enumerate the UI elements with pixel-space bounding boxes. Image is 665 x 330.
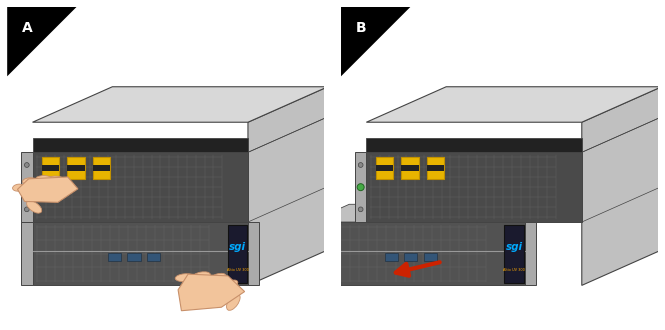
Polygon shape (298, 222, 309, 285)
Polygon shape (227, 224, 247, 283)
Polygon shape (525, 222, 536, 285)
Polygon shape (178, 274, 245, 311)
Ellipse shape (225, 280, 238, 289)
Ellipse shape (23, 178, 38, 185)
Polygon shape (33, 222, 248, 285)
Polygon shape (21, 152, 33, 222)
Bar (127, 253, 140, 261)
Bar (424, 253, 437, 261)
Polygon shape (7, 7, 77, 76)
Ellipse shape (25, 207, 29, 212)
Polygon shape (67, 157, 85, 179)
Ellipse shape (35, 176, 52, 182)
Polygon shape (309, 204, 565, 222)
Polygon shape (248, 87, 328, 285)
Polygon shape (366, 87, 662, 122)
Polygon shape (376, 157, 393, 179)
Text: A: A (21, 21, 32, 35)
Ellipse shape (192, 272, 210, 280)
Ellipse shape (47, 176, 65, 183)
Bar (404, 253, 418, 261)
Ellipse shape (357, 184, 364, 191)
Bar (385, 253, 398, 261)
Polygon shape (401, 165, 419, 171)
Ellipse shape (358, 207, 363, 212)
Polygon shape (92, 165, 110, 171)
Polygon shape (33, 138, 248, 152)
Polygon shape (42, 157, 59, 179)
Ellipse shape (27, 201, 42, 213)
Polygon shape (376, 165, 393, 171)
Polygon shape (309, 222, 525, 285)
Text: sgi: sgi (506, 242, 523, 252)
Polygon shape (401, 157, 419, 179)
Polygon shape (248, 222, 259, 285)
Ellipse shape (227, 294, 240, 310)
Polygon shape (17, 177, 78, 202)
Polygon shape (21, 222, 33, 285)
Ellipse shape (175, 274, 194, 281)
Polygon shape (366, 138, 582, 152)
Polygon shape (67, 165, 85, 171)
Polygon shape (582, 87, 662, 285)
Polygon shape (341, 7, 411, 76)
Polygon shape (42, 165, 59, 171)
Bar (147, 253, 160, 261)
Text: Altix UV 300: Altix UV 300 (227, 268, 249, 272)
Ellipse shape (25, 163, 29, 167)
Polygon shape (33, 87, 328, 122)
Polygon shape (505, 224, 524, 283)
Polygon shape (426, 157, 444, 179)
Polygon shape (366, 152, 582, 222)
Text: Altix UV 300: Altix UV 300 (503, 268, 525, 272)
Polygon shape (92, 157, 110, 179)
Ellipse shape (23, 184, 31, 191)
Text: B: B (355, 21, 366, 35)
Polygon shape (355, 152, 366, 222)
Text: sgi: sgi (229, 242, 246, 252)
Ellipse shape (13, 184, 25, 191)
Polygon shape (33, 152, 248, 222)
Bar (108, 253, 121, 261)
Ellipse shape (210, 273, 226, 282)
Polygon shape (426, 165, 444, 171)
Ellipse shape (358, 163, 363, 167)
